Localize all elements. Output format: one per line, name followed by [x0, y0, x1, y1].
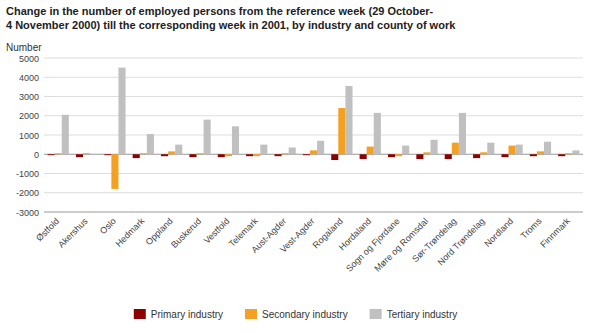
- legend-swatch: [370, 309, 382, 319]
- bar: [253, 154, 260, 156]
- bar: [395, 154, 402, 156]
- x-tick-label: Buskerud: [169, 216, 203, 250]
- bar: [90, 154, 97, 155]
- bar: [246, 154, 253, 156]
- title-line: Change in the number of employed persons…: [6, 5, 434, 17]
- x-tick-label: Hedmark: [113, 216, 146, 249]
- legend-item: Secondary industry: [245, 309, 348, 320]
- bar: [423, 152, 430, 154]
- x-tick-label: Østfold: [34, 216, 61, 243]
- bar: [331, 154, 338, 160]
- bar: [161, 154, 168, 156]
- title: Change in the number of employed persons…: [6, 5, 456, 31]
- grid-line: [44, 192, 583, 193]
- bar: [572, 150, 579, 154]
- bar: [282, 153, 289, 155]
- bar: [530, 154, 537, 156]
- legend-label: Primary industry: [151, 309, 223, 320]
- bar: [374, 113, 381, 154]
- title-line: 4 November 2000) till the corresponding …: [6, 19, 456, 31]
- legend-swatch: [134, 309, 146, 319]
- bar: [76, 154, 83, 157]
- x-axis-line: [44, 212, 583, 213]
- grid-line: [44, 173, 583, 174]
- bars: [48, 68, 580, 189]
- y-tick-label: -3000: [16, 208, 39, 218]
- bar: [196, 153, 203, 155]
- y-tick-label: 0: [34, 150, 39, 160]
- legend-item: Tertiary industry: [370, 309, 458, 320]
- bar: [168, 151, 175, 154]
- x-tick-label: Nord Trøndelag: [436, 216, 487, 267]
- bar: [55, 153, 62, 155]
- y-tick-label: -1000: [16, 169, 39, 179]
- bar: [459, 113, 466, 154]
- bar: [367, 147, 374, 155]
- bar: [317, 141, 324, 154]
- y-tick-label: 2000: [19, 111, 39, 121]
- bar: [260, 145, 267, 155]
- bar: [133, 154, 140, 158]
- bar: [175, 145, 182, 155]
- bar: [62, 115, 69, 154]
- chart-svg: Change in the number of employed persons…: [0, 0, 591, 333]
- x-tick-label: Troms: [519, 216, 544, 241]
- bar: [232, 126, 239, 154]
- y-tick-label: 4000: [19, 73, 39, 83]
- legend-item: Primary industry: [134, 309, 223, 320]
- y-tick-label: 5000: [19, 54, 39, 64]
- bar: [48, 154, 55, 156]
- bar: [480, 152, 487, 154]
- bar: [104, 154, 111, 156]
- bar: [487, 143, 494, 155]
- bar: [338, 108, 345, 154]
- bar: [516, 145, 523, 155]
- bar: [118, 68, 125, 155]
- x-tick-label: Finnmark: [538, 216, 572, 250]
- bar: [509, 146, 516, 155]
- grid: [44, 58, 583, 212]
- bar: [140, 153, 147, 155]
- y-tick-label: -2000: [16, 188, 39, 198]
- bar: [431, 140, 438, 154]
- bar: [274, 154, 281, 156]
- bar: [360, 154, 367, 159]
- x-tick-label: Akershus: [56, 216, 90, 250]
- bar: [83, 153, 90, 155]
- y-axis-label: Number: [6, 42, 42, 53]
- bar: [225, 154, 232, 156]
- bar: [565, 153, 572, 155]
- bar: [558, 154, 565, 156]
- legend: Primary industry Secondary industry Tertia…: [134, 309, 457, 320]
- y-tick-label: 3000: [19, 92, 39, 102]
- bar: [345, 86, 352, 154]
- bar: [289, 148, 296, 155]
- bar: [204, 120, 211, 155]
- bar: [445, 154, 452, 159]
- bar: [218, 154, 225, 157]
- bar: [501, 154, 508, 157]
- bar: [473, 154, 480, 158]
- legend-swatch: [245, 309, 257, 319]
- legend-label: Secondary industry: [262, 309, 348, 320]
- bar: [147, 134, 154, 154]
- x-tick-label: Oslo: [98, 216, 118, 236]
- legend-label: Tertiary industry: [387, 309, 458, 320]
- grid-line: [44, 58, 583, 59]
- bar: [303, 154, 310, 156]
- chart-container: Change in the number of employed persons…: [0, 0, 591, 333]
- bar: [537, 151, 544, 154]
- y-tick-label: 1000: [19, 131, 39, 141]
- bar: [111, 154, 118, 189]
- bar: [452, 143, 459, 155]
- bar: [189, 154, 196, 157]
- x-tick-label: Nordland: [482, 216, 515, 249]
- grid-line: [44, 212, 583, 213]
- bar: [416, 154, 423, 159]
- x-tick-label: Vest-Agder: [278, 216, 317, 255]
- bar: [310, 150, 317, 154]
- bar: [402, 146, 409, 155]
- bar: [388, 154, 395, 157]
- bar: [544, 142, 551, 155]
